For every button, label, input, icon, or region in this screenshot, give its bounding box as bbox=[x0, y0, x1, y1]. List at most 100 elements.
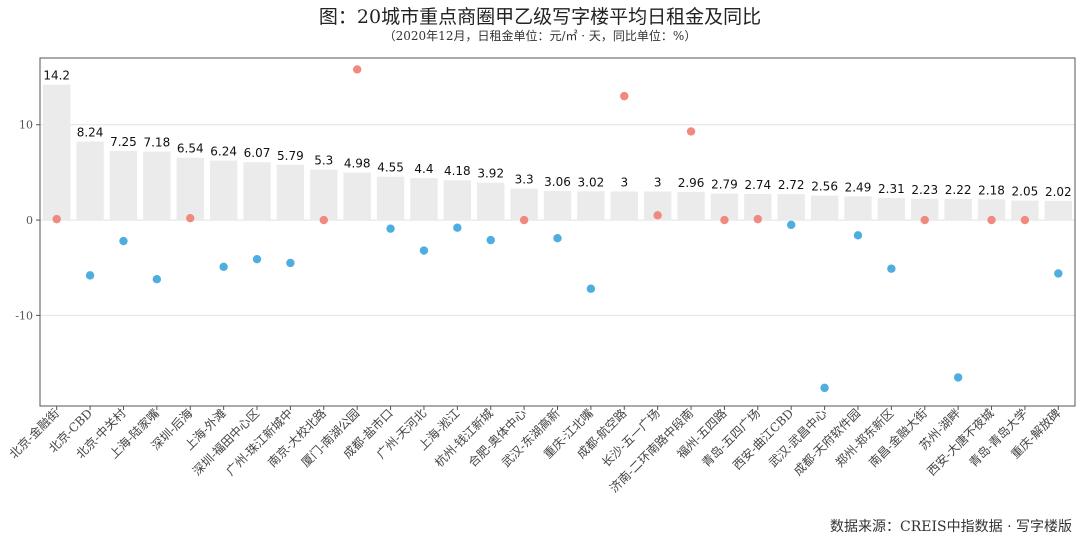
bar bbox=[376, 176, 405, 221]
bar bbox=[143, 151, 171, 221]
bar-value-label: 2.96 bbox=[678, 176, 705, 190]
bar-value-label: 3 bbox=[654, 175, 662, 189]
bar-value-label: 3 bbox=[620, 175, 628, 189]
yoy-point bbox=[586, 284, 596, 293]
y-tick-label: -10 bbox=[15, 309, 33, 322]
bar-value-label: 7.25 bbox=[110, 135, 137, 149]
x-tick-label: 厦门-南湖公园 bbox=[298, 406, 362, 470]
bar-value-label: 6.54 bbox=[177, 142, 204, 156]
yoy-point bbox=[887, 264, 896, 273]
bar-value-label: 2.56 bbox=[811, 180, 838, 194]
y-axis-ticks: -10 0 10 bbox=[15, 119, 40, 322]
y-tick-label: 10 bbox=[19, 119, 33, 132]
x-tick-label: 青岛-青岛大学 bbox=[966, 406, 1030, 470]
yoy-point bbox=[653, 211, 662, 220]
bar-value-label: 5.3 bbox=[314, 154, 333, 168]
bar bbox=[877, 198, 906, 221]
x-tick-label: 郑州-郑东新区 bbox=[832, 406, 896, 470]
yoy-point bbox=[352, 65, 362, 74]
bar bbox=[810, 195, 839, 221]
x-tick-label: 杭州-钱江新城 bbox=[431, 406, 495, 470]
yoy-point bbox=[953, 373, 963, 382]
yoy-point bbox=[486, 235, 495, 245]
yoy-point bbox=[519, 215, 529, 225]
bar-value-label: 4.98 bbox=[344, 157, 371, 171]
bar-value-label: 2.02 bbox=[1045, 185, 1072, 199]
bar-value-label: 2.72 bbox=[778, 178, 805, 192]
yoy-point bbox=[853, 231, 863, 240]
x-tick-label: 南昌-金融大街 bbox=[865, 406, 929, 470]
bar bbox=[477, 182, 505, 221]
yoy-point bbox=[453, 223, 462, 232]
gridlines bbox=[40, 124, 1075, 316]
bar bbox=[1044, 200, 1072, 221]
bar bbox=[911, 198, 939, 221]
bar bbox=[510, 188, 538, 221]
yoy-point bbox=[319, 215, 328, 225]
bar bbox=[844, 196, 872, 221]
yoy-point bbox=[720, 215, 729, 225]
source-note: 数据来源：CREIS中指数据 · 写字楼版 bbox=[830, 519, 1072, 535]
yoy-point bbox=[820, 383, 829, 393]
yoy-point bbox=[219, 262, 228, 271]
bar-value-label: 2.18 bbox=[978, 183, 1005, 197]
bar-value-label: 4.18 bbox=[444, 164, 471, 178]
bar bbox=[109, 150, 138, 221]
chart-subtitle: （2020年12月，日租金单位：元/㎡ · 天，同比单位：%） bbox=[383, 29, 697, 43]
yoy-point bbox=[1054, 269, 1063, 278]
bar-value-label: 3.06 bbox=[544, 175, 571, 189]
bar-value-label: 6.07 bbox=[244, 146, 271, 160]
bar bbox=[43, 84, 71, 221]
bar bbox=[710, 193, 739, 221]
yoy-point bbox=[1020, 215, 1030, 225]
chart-title: 图：20城市重点商圈甲乙级写字楼平均日租金及同比 bbox=[318, 6, 762, 28]
yoy-point bbox=[620, 91, 629, 101]
yoy-point bbox=[85, 271, 95, 280]
bar-value-label: 7.18 bbox=[143, 136, 170, 150]
yoy-point bbox=[186, 213, 195, 223]
value-labels: 14.2 8.24 7.25 7.18 6.54 6.24 6.07 5.79 5.3 4.98 4… bbox=[43, 69, 1071, 199]
bar-value-label: 2.22 bbox=[945, 183, 972, 197]
bar bbox=[76, 141, 104, 221]
bar bbox=[977, 199, 1006, 221]
bar bbox=[1011, 200, 1039, 221]
bar bbox=[610, 191, 638, 221]
yoy-point bbox=[753, 214, 763, 224]
yoy-point bbox=[686, 127, 696, 136]
yoy-point bbox=[119, 236, 128, 246]
bar bbox=[944, 198, 972, 221]
bar bbox=[443, 180, 472, 221]
bar-value-label: 2.74 bbox=[744, 178, 771, 192]
yoy-point bbox=[553, 233, 562, 243]
yoy-point bbox=[419, 246, 429, 255]
bar bbox=[777, 194, 805, 221]
bar-value-label: 2.79 bbox=[711, 177, 738, 191]
yoy-point bbox=[286, 258, 295, 268]
bar bbox=[209, 160, 238, 221]
yoy-point bbox=[52, 214, 61, 224]
bar-value-label: 3.3 bbox=[515, 173, 534, 187]
bar bbox=[276, 164, 305, 221]
bar-value-label: 2.23 bbox=[911, 183, 938, 197]
x-tick-label: 南京-大校北路 bbox=[265, 406, 329, 470]
bar-value-label: 14.2 bbox=[43, 69, 70, 83]
bars bbox=[43, 84, 1072, 221]
x-axis-ticks: 北京-金融街北京-CBD北京-中关村上海-陆家嘴深圳-后海上海-外滩深圳-福田中… bbox=[6, 406, 1064, 496]
yoy-point bbox=[987, 215, 996, 225]
bar bbox=[243, 162, 271, 221]
plot-panel bbox=[39, 57, 1076, 407]
bar-value-label: 8.24 bbox=[77, 126, 104, 140]
bar bbox=[543, 190, 572, 221]
bar bbox=[577, 191, 605, 221]
yoy-point bbox=[386, 224, 395, 233]
bar-value-label: 4.55 bbox=[377, 161, 404, 175]
x-tick-label: 武汉-武昌中心 bbox=[765, 406, 829, 470]
bar-value-label: 6.24 bbox=[210, 145, 237, 159]
bar bbox=[410, 178, 438, 221]
bar bbox=[343, 172, 371, 221]
x-tick-label: 青岛-五四广场 bbox=[699, 406, 763, 470]
yoy-point bbox=[920, 215, 929, 225]
bar bbox=[677, 191, 705, 221]
bar-value-label: 4.4 bbox=[414, 162, 433, 176]
